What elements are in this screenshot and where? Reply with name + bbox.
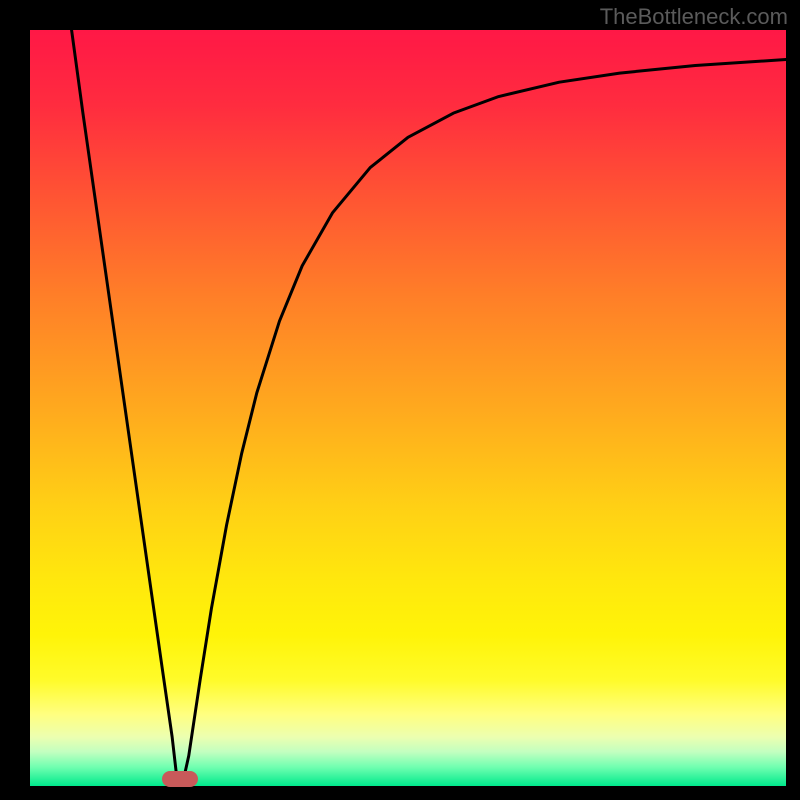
chart-container: TheBottleneck.com [0, 0, 800, 800]
optimal-marker [162, 771, 198, 787]
watermark-text: TheBottleneck.com [600, 4, 788, 30]
curve-layer [30, 30, 786, 786]
bottleneck-curve [72, 30, 786, 783]
plot-frame [28, 28, 788, 788]
